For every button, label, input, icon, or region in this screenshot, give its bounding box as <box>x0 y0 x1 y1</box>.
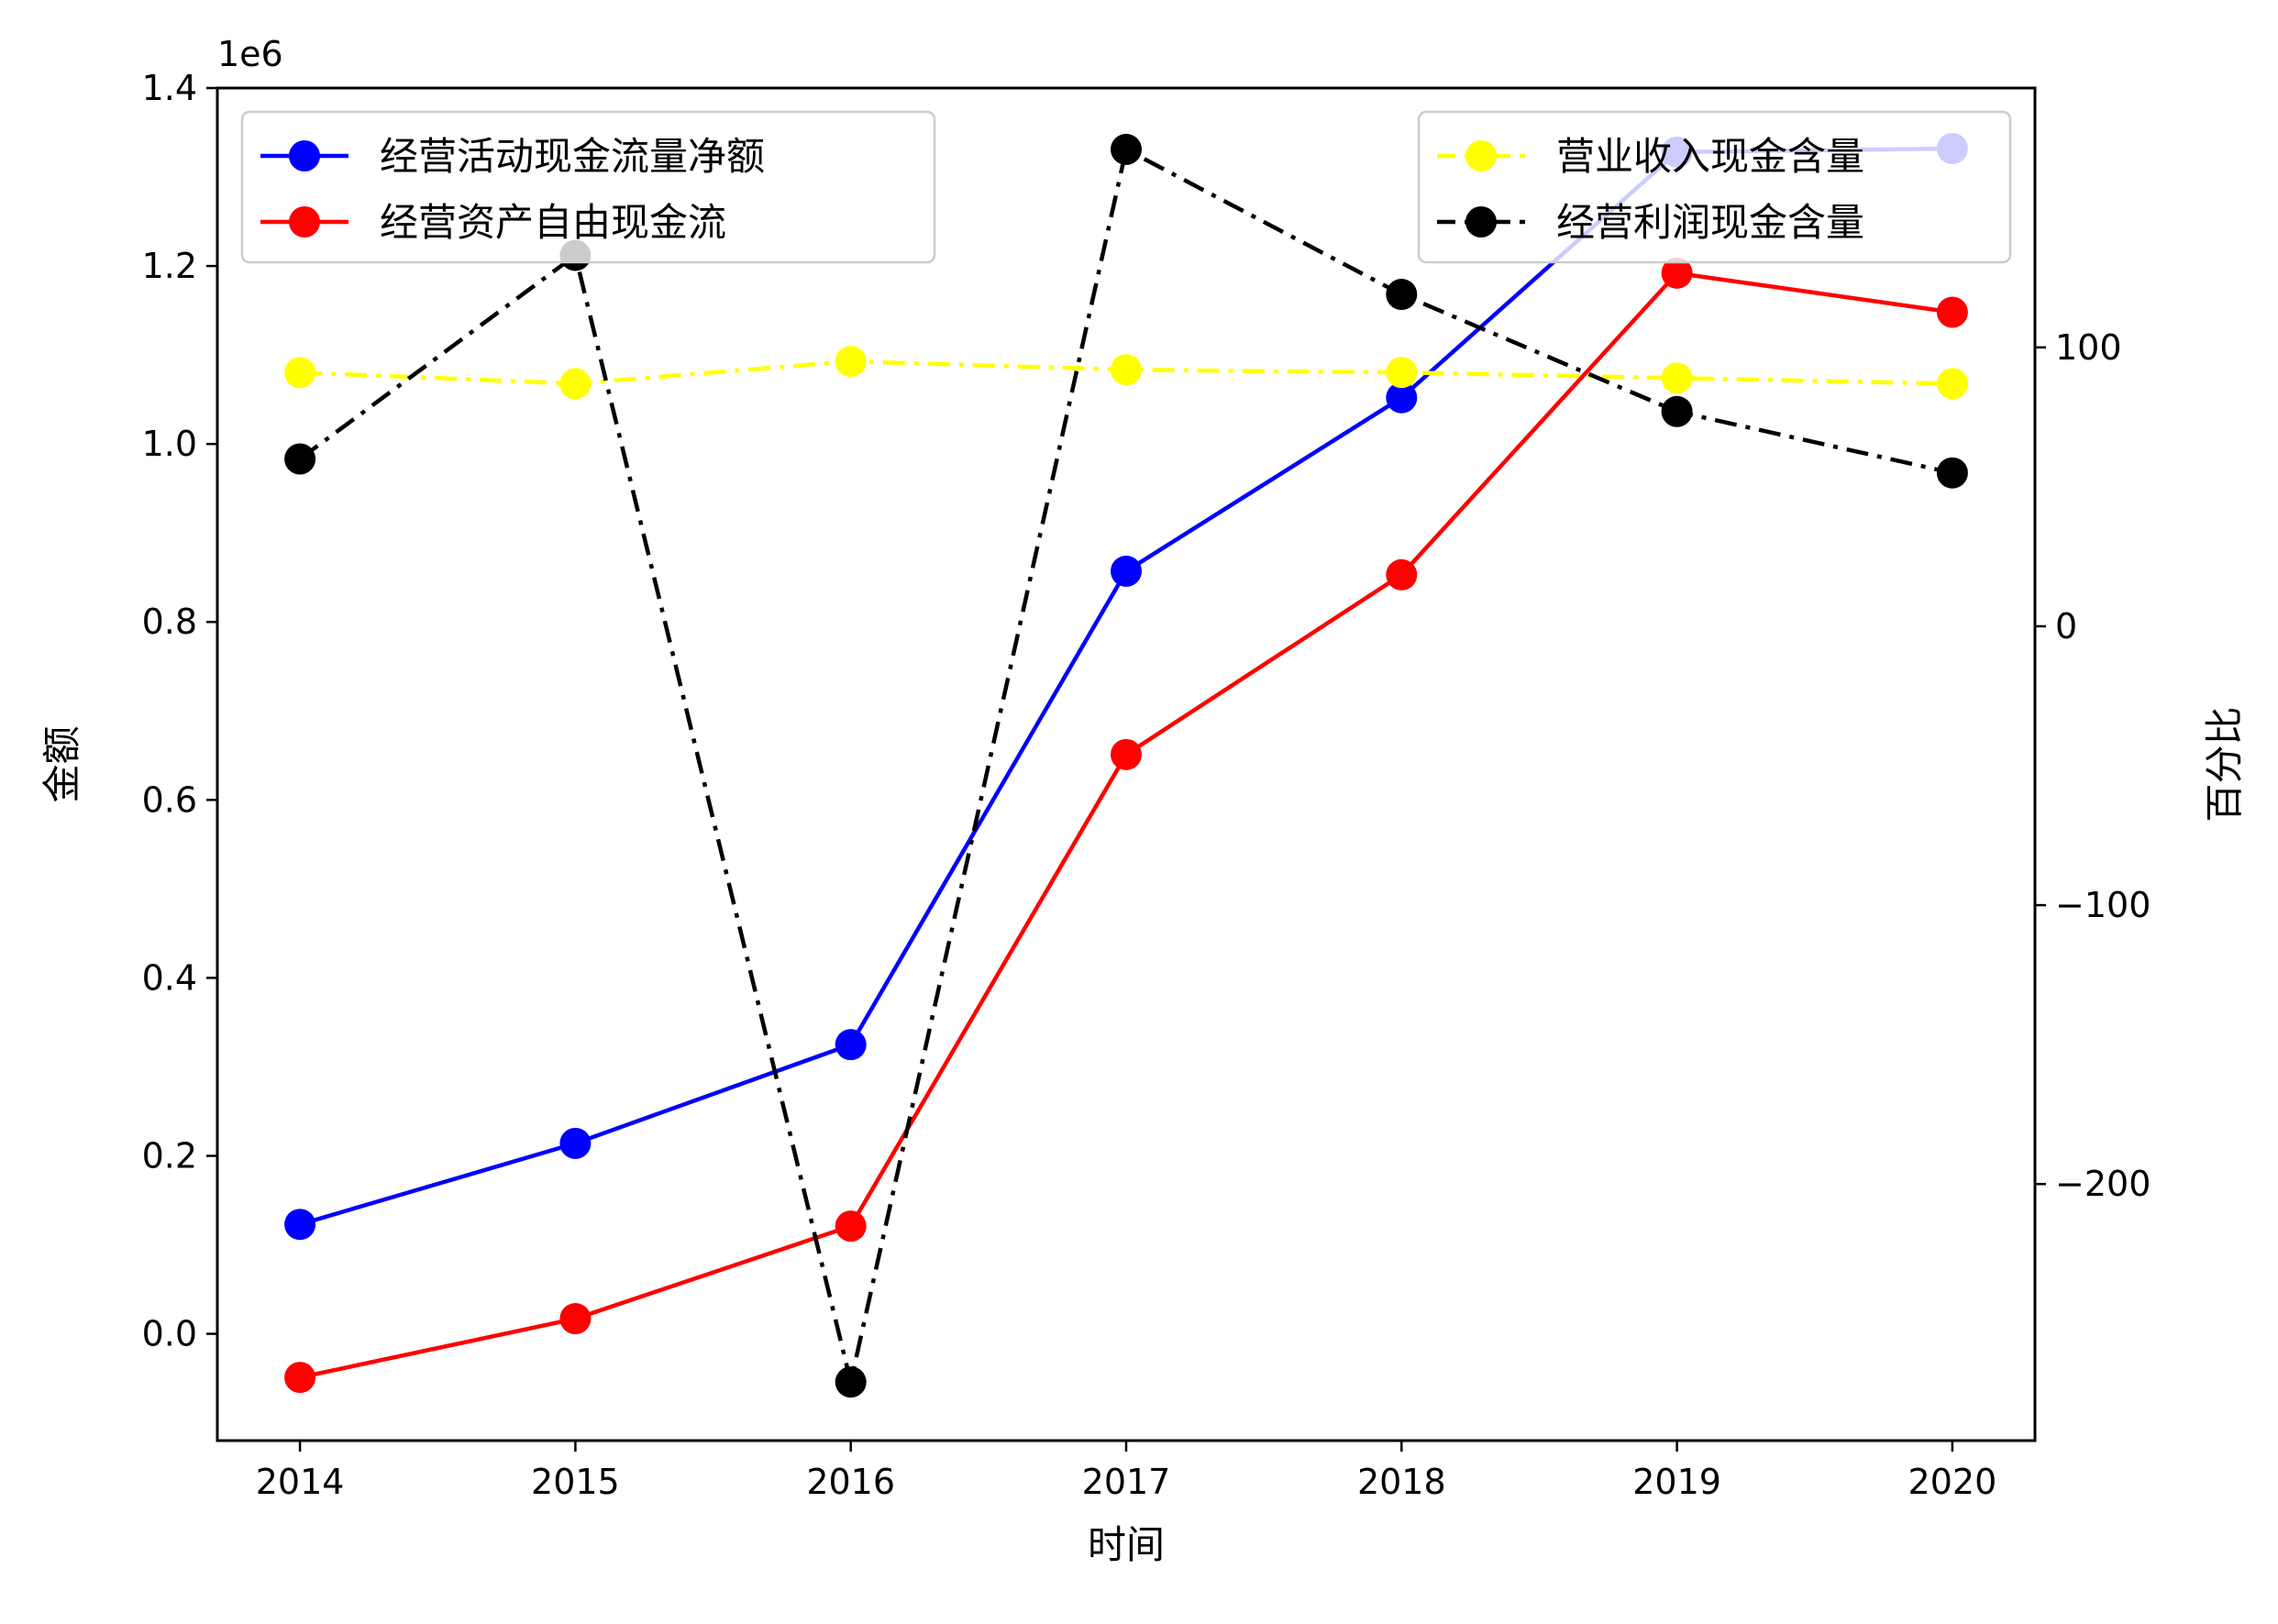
legend-swatch-marker <box>1465 140 1497 171</box>
series-营业收入现金含量 <box>284 346 1968 400</box>
x-axis-title: 时间 <box>1088 1522 1165 1567</box>
left-tick-label: 0.8 <box>142 602 197 642</box>
data-point <box>1111 354 1142 386</box>
data-point <box>1661 257 1693 289</box>
right-axis-title: 百分比 <box>2202 706 2247 822</box>
left-tick-label: 0.2 <box>142 1135 197 1176</box>
data-point <box>559 1303 592 1335</box>
data-point <box>1111 738 1142 770</box>
right-tick-label: −200 <box>2055 1164 2151 1204</box>
left-tick-label: 0.6 <box>142 779 197 820</box>
legend-swatch-marker <box>289 140 320 171</box>
right-tick-label: 0 <box>2055 606 2077 646</box>
x-tick-label: 2018 <box>1357 1462 1446 1502</box>
x-tick-label: 2016 <box>806 1462 895 1502</box>
data-point <box>284 1209 316 1241</box>
x-tick-label: 2017 <box>1082 1462 1171 1502</box>
right-axis-ticks: −200 −100 0 100 <box>2035 327 2151 1204</box>
legend-box <box>1417 110 2012 264</box>
x-tick-label: 2019 <box>1632 1462 1721 1502</box>
data-point <box>1386 279 1418 311</box>
data-point <box>1111 555 1142 587</box>
legend-swatch-marker <box>1465 206 1497 238</box>
legend-label: 经营资产自由现金流 <box>380 200 726 245</box>
right-tick-label: 100 <box>2055 327 2122 368</box>
series-经营资产自由现金流 <box>284 257 1968 1394</box>
data-point <box>1386 558 1418 591</box>
legend-box <box>240 110 936 264</box>
data-point <box>1386 381 1418 414</box>
data-point <box>1936 296 1968 328</box>
x-axis-ticks: 2014 2015 2016 2017 2018 2019 2020 <box>256 1441 1997 1502</box>
data-point <box>1936 368 1968 400</box>
data-point <box>1111 133 1142 165</box>
left-tick-label: 0.4 <box>142 957 197 998</box>
left-tick-label: 1.4 <box>142 68 197 108</box>
left-tick-label: 1.2 <box>142 246 197 286</box>
data-point <box>559 368 592 400</box>
data-point <box>284 357 316 389</box>
data-point <box>835 1210 867 1243</box>
data-point <box>1936 457 1968 489</box>
legend-label: 经营利润现金含量 <box>1556 200 1864 245</box>
left-tick-label: 1.0 <box>142 424 197 464</box>
data-point <box>559 1127 592 1159</box>
left-axis-title: 金额 <box>39 725 84 802</box>
plot-frame <box>216 86 2037 1442</box>
legend-label: 经营活动现金流量净额 <box>380 134 765 179</box>
data-point <box>835 1366 867 1398</box>
right-tick-label: −100 <box>2055 885 2151 925</box>
data-point <box>835 346 867 378</box>
x-tick-label: 2015 <box>531 1462 620 1502</box>
left-axis-ticks: 0.0 0.2 0.4 0.6 0.8 1.0 1.2 1.4 <box>142 68 217 1354</box>
legend-label: 营业收入现金含量 <box>1556 134 1864 179</box>
data-point <box>835 1029 867 1061</box>
data-point <box>284 1362 316 1394</box>
legend-swatch-marker <box>289 206 320 238</box>
left-axis-offset-text: 1e6 <box>217 34 283 74</box>
data-point <box>284 443 316 475</box>
x-tick-label: 2014 <box>256 1462 345 1502</box>
x-tick-label: 2020 <box>1908 1462 1997 1502</box>
left-tick-label: 0.0 <box>142 1314 197 1354</box>
data-point <box>1661 362 1693 394</box>
data-point <box>1386 357 1418 389</box>
data-point <box>1661 395 1693 427</box>
